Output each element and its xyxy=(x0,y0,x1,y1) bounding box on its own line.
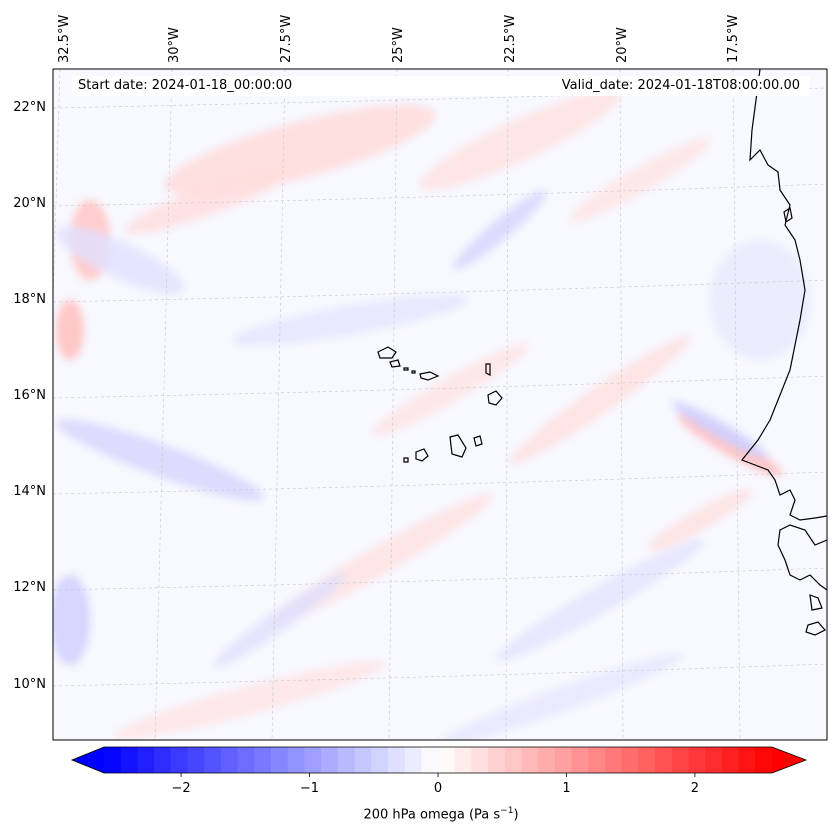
cape-verde-islands xyxy=(377,346,503,463)
start-date-label: Start date: 2024-01-18_00:00:00 xyxy=(78,78,293,93)
latitude-labels: 22°N 20°N 18°N 16°N 14°N 12°N 10°N xyxy=(13,100,46,692)
colorbar-tick-label: −2 xyxy=(172,781,191,796)
colorbar-cell xyxy=(271,747,289,773)
colorbar-tick-label: 0 xyxy=(434,781,442,796)
colorbar-cell xyxy=(471,747,489,773)
map-panel xyxy=(52,68,828,741)
colorbar-cell xyxy=(438,747,456,773)
colorbar-cell xyxy=(738,747,756,773)
colorbar-cell xyxy=(638,747,656,773)
colorbar-cell xyxy=(671,747,690,773)
colorbar-cell xyxy=(237,747,255,773)
colorbar-label-suffix: ) xyxy=(513,807,519,823)
lon-label: 30°W xyxy=(167,27,182,63)
colorbar-cell xyxy=(137,747,155,773)
colorbar-cell xyxy=(621,747,639,773)
map-frame xyxy=(52,68,828,741)
coastline xyxy=(741,69,827,636)
lat-label: 16°N xyxy=(13,388,46,403)
colorbar-cell xyxy=(404,747,422,773)
lon-label: 32.5°W xyxy=(57,15,72,63)
longitude-labels: 32.5°W 30°W 27.5°W 25°W 22.5°W 20°W 17.5… xyxy=(57,15,741,63)
colorbar-cell xyxy=(220,747,239,773)
colorbar-cell xyxy=(488,747,506,773)
colorbar-label-prefix: 200 hPa omega (Pa s xyxy=(363,807,501,823)
colorbar-cell xyxy=(371,747,389,773)
lat-label: 22°N xyxy=(13,100,46,115)
colorbar-cells xyxy=(72,747,806,773)
header-band xyxy=(72,76,810,96)
lon-label: 25°W xyxy=(391,27,406,63)
omega-field xyxy=(53,90,810,740)
colorbar-outline xyxy=(70,746,808,774)
valid-date-label: Valid_date: 2024-01-18T08:00:00.00 xyxy=(561,78,800,93)
lat-label: 14°N xyxy=(13,484,46,499)
lat-label: 18°N xyxy=(13,292,46,307)
bijagos-islands xyxy=(783,207,826,636)
colorbar-cell xyxy=(688,747,706,773)
colorbar-tick-label: 1 xyxy=(562,781,570,796)
colorbar-cell xyxy=(554,747,573,773)
colorbar-cell xyxy=(721,747,740,773)
colorbar-cell xyxy=(321,747,339,773)
africa-coast xyxy=(741,69,827,521)
colorbar-cell xyxy=(421,747,439,773)
colorbar-cell xyxy=(605,747,623,773)
colorbar-tick-label: 2 xyxy=(691,781,699,796)
colorbar-cell xyxy=(755,747,773,773)
colorbar-cell xyxy=(521,747,539,773)
colorbar: −2 −1 0 1 2 xyxy=(70,746,808,796)
colorbar-tick-label: −1 xyxy=(300,781,319,796)
colorbar-cell xyxy=(705,747,723,773)
colorbar-cell xyxy=(655,747,673,773)
graticule xyxy=(53,69,827,740)
lon-label: 20°W xyxy=(615,27,630,63)
lon-label: 27.5°W xyxy=(279,15,294,63)
colorbar-ticks: −2 −1 0 1 2 xyxy=(172,773,699,796)
colorbar-cell xyxy=(387,747,406,773)
colorbar-label: 200 hPa omega (Pa s−1) xyxy=(0,806,837,822)
colorbar-cell xyxy=(588,747,606,773)
colorbar-cell xyxy=(354,747,372,773)
colorbar-cell xyxy=(504,747,523,773)
colorbar-cell xyxy=(170,747,189,773)
lat-label: 12°N xyxy=(13,580,46,595)
colorbar-cell xyxy=(120,747,138,773)
colorbar-cell xyxy=(154,747,172,773)
colorbar-label-exponent: −1 xyxy=(500,806,514,816)
colorbar-cell xyxy=(571,747,589,773)
colorbar-cell xyxy=(204,747,222,773)
guinea-bissau-coast xyxy=(777,524,827,591)
colorbar-cell xyxy=(538,747,556,773)
colorbar-cell xyxy=(254,747,272,773)
lat-label: 20°N xyxy=(13,196,46,211)
colorbar-cell xyxy=(304,747,322,773)
colorbar-cell xyxy=(454,747,472,773)
colorbar-cell xyxy=(187,747,205,773)
colorbar-min-extend xyxy=(72,747,104,773)
colorbar-max-extend xyxy=(772,747,806,773)
colorbar-cell xyxy=(104,747,122,773)
lat-label: 10°N xyxy=(13,677,46,692)
lon-label: 17.5°W xyxy=(726,15,741,63)
lon-label: 22.5°W xyxy=(503,15,518,63)
colorbar-cell xyxy=(287,747,305,773)
colorbar-cell xyxy=(337,747,356,773)
